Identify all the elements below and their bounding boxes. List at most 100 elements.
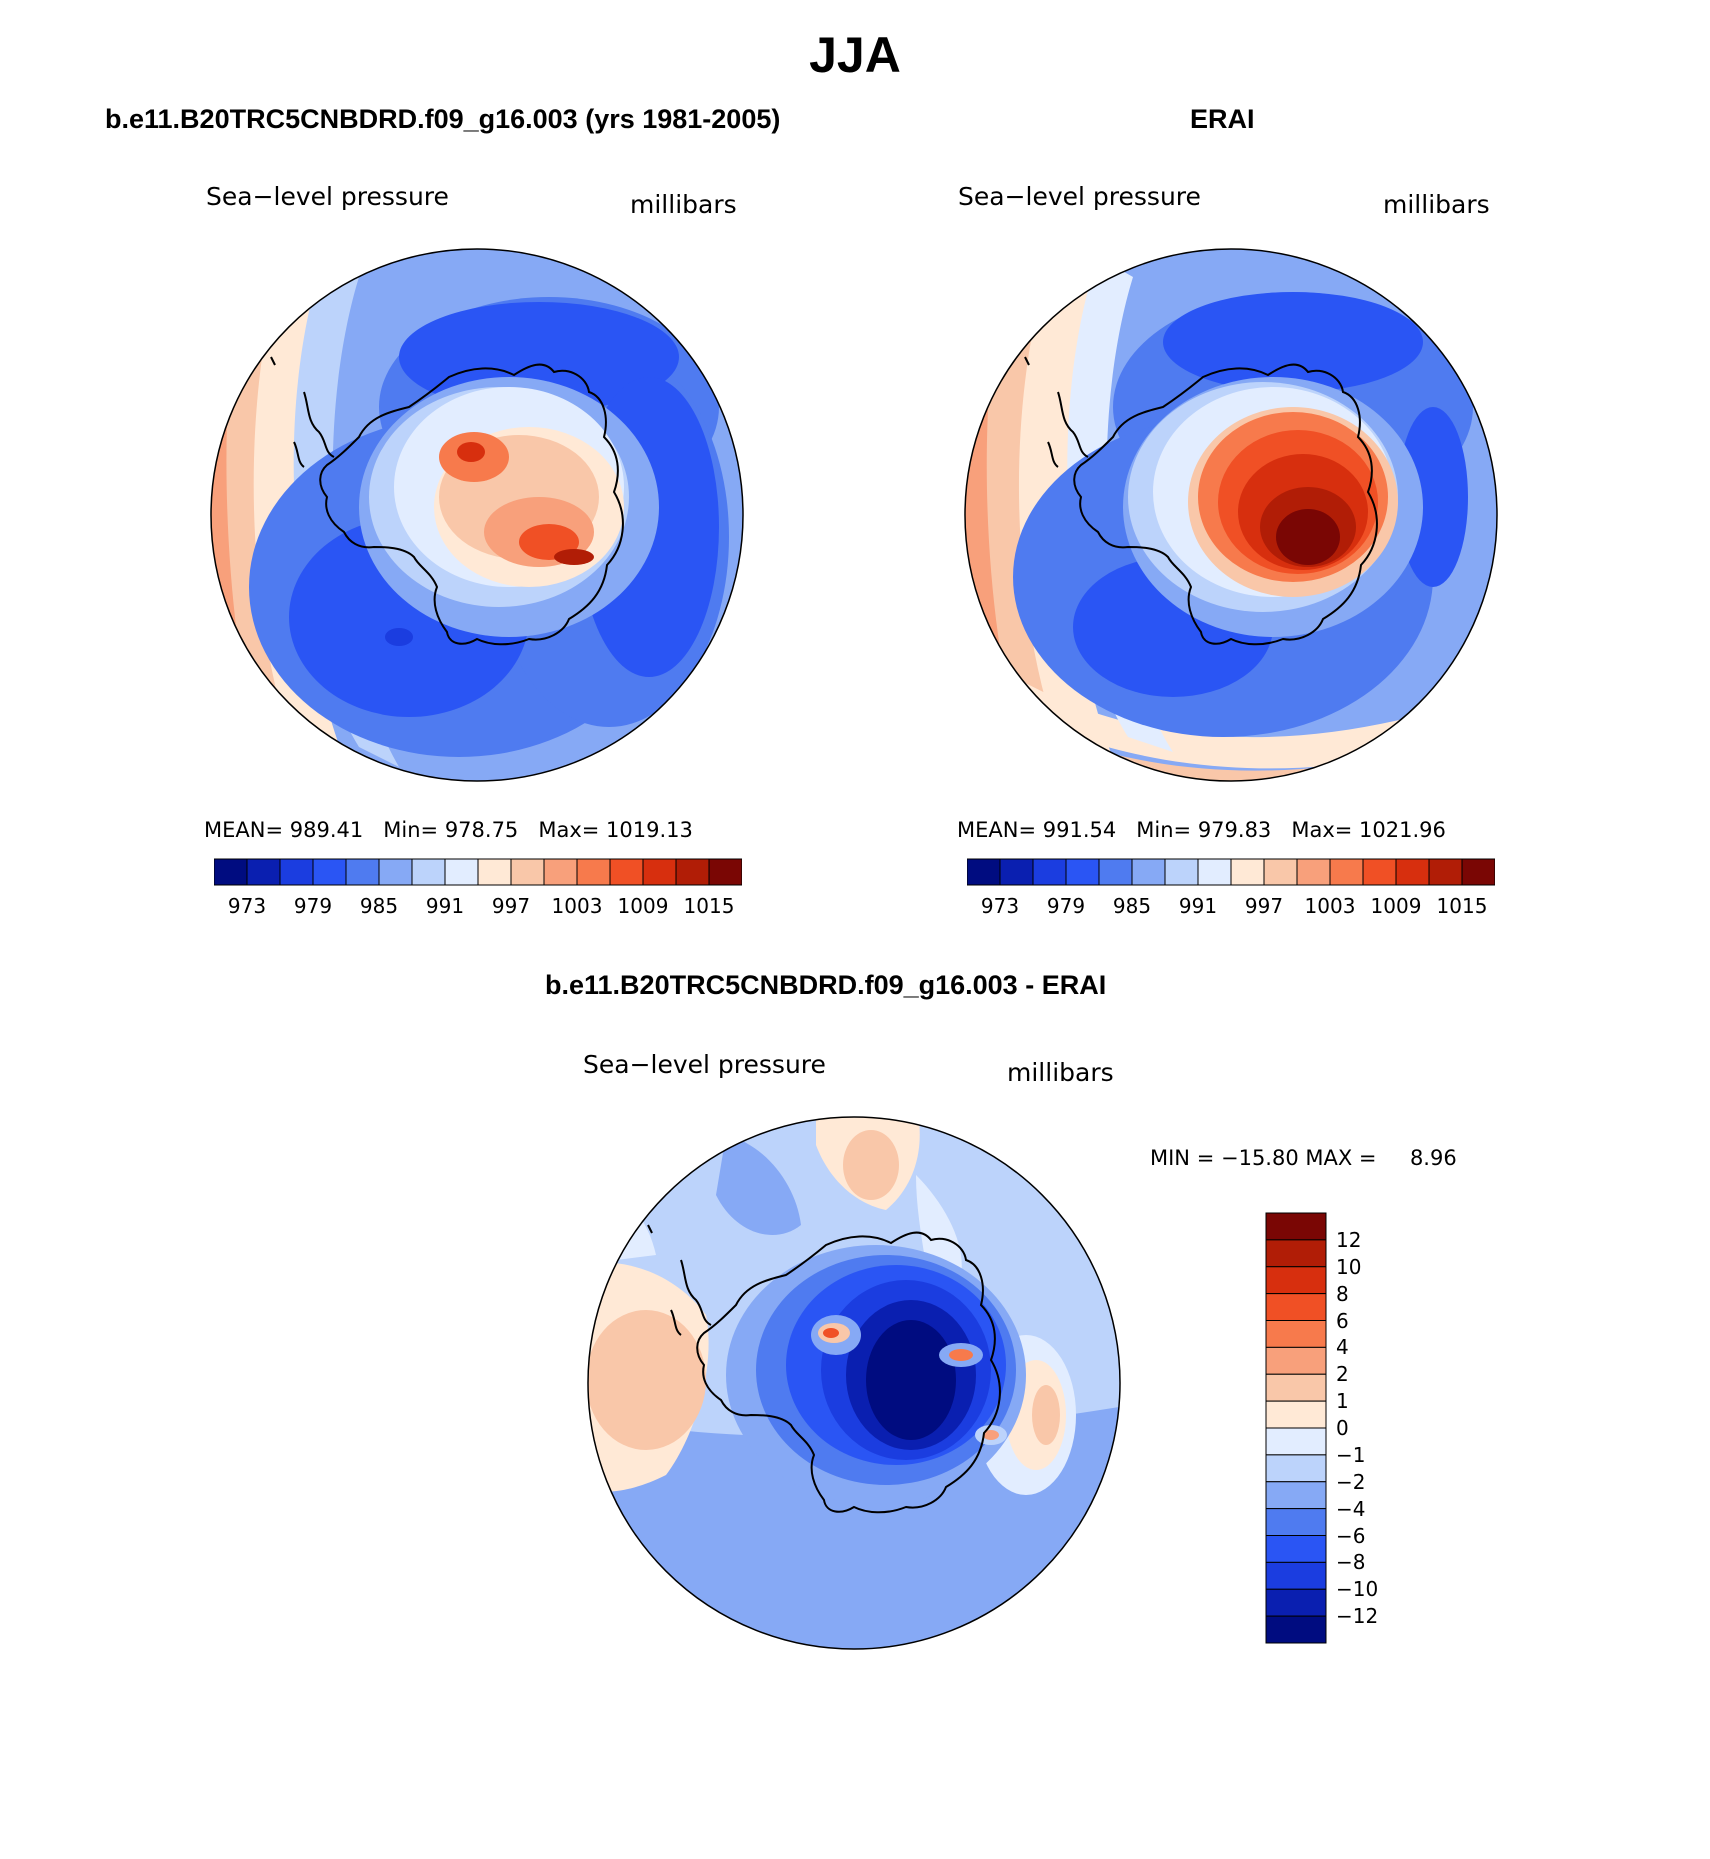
colorbar-tick-label: 1003 [551,894,603,918]
colorbar-tick-label: 1003 [1304,894,1356,918]
colorbar-swatch [708,858,742,886]
colorbar-tick-label: −8 [1336,1550,1366,1575]
colorbar-swatch [1265,1454,1327,1483]
colorbar-swatch [675,858,710,886]
panel3-title: b.e11.B20TRC5CNBDRD.f09_g16.003 - ERAI [545,970,1107,1000]
panel2-mean-label: MEAN= [957,818,1037,842]
panel2-units-label: millibars [1383,190,1490,219]
panel3-colorbar [1265,1212,1327,1644]
colorbar-swatch [1362,858,1397,886]
colorbar-tick-label: 1015 [683,894,735,918]
colorbar-swatch [1265,1239,1327,1268]
colorbar-swatch [1265,1535,1327,1563]
panel1-title: b.e11.B20TRC5CNBDRD.f09_g16.003 (yrs 198… [105,104,781,134]
colorbar-swatch [1265,1427,1327,1456]
colorbar-tick-label: −1 [1336,1442,1366,1467]
colorbar-tick-label: 991 [425,894,465,918]
panel2-contour-field [965,249,1497,781]
panel2-colorbar [967,858,1495,886]
colorbar-tick-label: 4 [1336,1335,1349,1360]
panel3-contour-field [588,1117,1120,1649]
panel1-coastline [270,356,624,646]
colorbar-swatch [1265,1481,1327,1510]
colorbar-tick-label: −6 [1336,1523,1366,1548]
colorbar-swatch [642,858,677,886]
panel3-variable-label: Sea−level pressure [583,1050,826,1079]
panel1-min-label: Min= [383,818,439,842]
colorbar-swatch [999,858,1034,886]
colorbar-swatch [1265,1508,1327,1536]
panel3-colorbar-ticks: 12 10 8 6 4 2 1 0 −1 −2 −4 −6 −8 −10 −12 [1336,1212,1416,1644]
panel3-map-border [587,1116,1121,1650]
panel2-mean-value: 991.54 [1042,818,1117,842]
colorbar-swatch [609,858,644,886]
colorbar-swatch [1197,858,1232,886]
panel2-min-label: Min= [1136,818,1192,842]
colorbar-swatch [378,858,413,886]
colorbar-swatch [1395,858,1430,886]
panel2-variable-label: Sea−level pressure [958,182,1201,211]
panel1-max-label: Max= [538,818,600,842]
colorbar-swatch [312,858,347,886]
colorbar-tick-label: 997 [491,894,531,918]
panel1-map-border [210,248,744,782]
colorbar-swatch [1265,1400,1327,1429]
colorbar-tick-label: 8 [1336,1281,1349,1306]
colorbar-swatch [279,858,314,886]
panel2-min-value: 979.83 [1197,818,1272,842]
colorbar-swatch [1329,858,1364,886]
panel2-stats: MEAN= 991.54 Min= 979.83 Max= 1021.96 [957,818,1446,842]
colorbar-tick-label: −12 [1336,1604,1379,1629]
colorbar-tick-label: 985 [359,894,399,918]
panel1-mean-value: 989.41 [289,818,364,842]
colorbar-swatch [1265,1320,1327,1348]
colorbar-swatch [246,858,281,886]
colorbar-tick-label: −2 [1336,1469,1366,1494]
colorbar-swatch [967,858,1001,886]
colorbar-tick-label: 1009 [617,894,669,918]
colorbar-swatch [411,858,446,886]
panel2-max-label: Max= [1291,818,1353,842]
colorbar-swatch [1265,1293,1327,1321]
panel3-min-value: −15.80 [1220,1146,1299,1170]
colorbar-swatch [477,858,512,886]
colorbar-swatch [1263,858,1298,886]
colorbar-swatch [1265,1266,1327,1295]
colorbar-tick-label: 973 [980,894,1020,918]
colorbar-tick-label: −4 [1336,1496,1366,1521]
colorbar-swatch [1265,1615,1327,1644]
colorbar-swatch [1164,858,1199,886]
colorbar-tick-label: −10 [1336,1577,1379,1602]
panel2-title: ERAI [1190,104,1255,134]
colorbar-swatch [1461,858,1495,886]
colorbar-swatch [543,858,578,886]
colorbar-tick-label: 10 [1336,1254,1362,1279]
colorbar-swatch [1265,1561,1327,1590]
colorbar-swatch [214,858,248,886]
colorbar-tick-label: 6 [1336,1308,1349,1333]
panel1-min-value: 978.75 [444,818,519,842]
panel3-min-label: MIN = [1150,1146,1215,1170]
panel1-max-value: 1019.13 [606,818,693,842]
colorbar-swatch [1131,858,1166,886]
panel3-max-label: MAX = [1305,1146,1377,1170]
colorbar-tick-label: 991 [1178,894,1218,918]
colorbar-swatch [1230,858,1265,886]
colorbar-swatch [576,858,611,886]
colorbar-swatch [1065,858,1100,886]
panel1-variable-label: Sea−level pressure [206,182,449,211]
panel2-map-border [964,248,1498,782]
colorbar-tick-label: 12 [1336,1227,1362,1252]
panel1-contour-field [211,249,743,781]
colorbar-swatch [1296,858,1331,886]
colorbar-tick-label: 2 [1336,1362,1349,1387]
colorbar-swatch [1265,1346,1327,1375]
panel1-colorbar-ticks: 973 979 985 991 997 1003 1009 1015 [214,894,742,924]
colorbar-swatch [1098,858,1133,886]
colorbar-tick-label: 1009 [1370,894,1422,918]
colorbar-tick-label: 979 [1046,894,1086,918]
panel2-colorbar-ticks: 973 979 985 991 997 1003 1009 1015 [967,894,1495,924]
panel2-coastline [1024,356,1378,646]
figure-title: JJA [809,27,901,83]
panel1-stats: MEAN= 989.41 Min= 978.75 Max= 1019.13 [204,818,693,842]
